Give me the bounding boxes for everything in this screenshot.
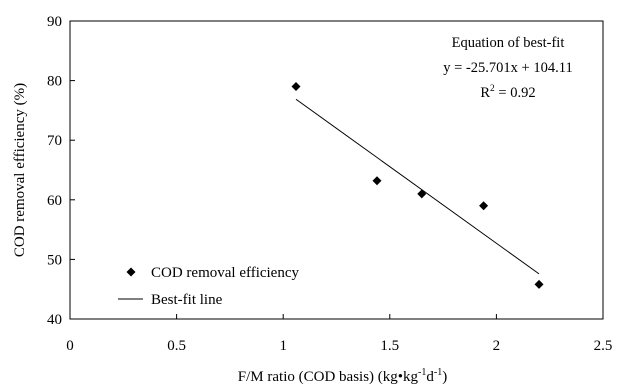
- y-tick-label: 80: [47, 74, 62, 90]
- r-squared-sup: 2: [490, 84, 495, 94]
- x-tick-label: 1: [279, 338, 287, 354]
- y-axis-ticks: 40 50 60 70 80 90: [47, 14, 75, 328]
- plot-frame-group: [69, 20, 604, 320]
- data-point: [291, 82, 301, 92]
- data-point: [417, 189, 427, 199]
- x-tick-label: 2: [493, 338, 501, 354]
- annotation-title: Equation of best-fit: [452, 35, 565, 51]
- x-tick-label: 0.5: [167, 338, 186, 354]
- data-point: [534, 279, 544, 289]
- y-tick-label: 70: [47, 133, 62, 149]
- y-axis-label: COD removal efficiency (%): [12, 83, 28, 257]
- r-squared-prefix: R: [480, 85, 490, 101]
- x-tick-label: 0: [66, 338, 74, 354]
- y-tick-label: 60: [47, 193, 62, 209]
- data-point: [479, 201, 489, 211]
- x-axis-ticks: 0 0.5 1 1.5 2 2.5: [66, 314, 612, 354]
- data-point: [372, 176, 382, 186]
- annotation-r-squared: R2 = 0.92: [480, 84, 535, 101]
- legend: COD removal efficiency Best-fit line: [118, 265, 300, 308]
- x-axis-label-mid: d: [426, 369, 434, 385]
- plot-frame: [69, 20, 604, 320]
- data-points-group: [291, 82, 544, 289]
- y-tick-label: 90: [47, 14, 62, 30]
- x-axis-label-sup2: -1: [434, 367, 442, 378]
- x-tick-label: 1.5: [380, 338, 399, 354]
- legend-diamond-marker: [126, 267, 136, 277]
- x-tick-label: 2.5: [594, 338, 613, 354]
- annotation-equation: y = -25.701x + 104.11: [443, 60, 572, 76]
- equation-annotation: Equation of best-fit y = -25.701x + 104.…: [443, 35, 572, 101]
- legend-label-points: COD removal efficiency: [151, 265, 300, 281]
- x-axis-label: F/M ratio (COD basis) (kg•kg-1d-1): [238, 367, 447, 385]
- x-axis-label-main: F/M ratio (COD basis) (kg•kg: [238, 369, 419, 385]
- x-axis-label-end: ): [442, 369, 447, 385]
- y-tick-label: 40: [47, 312, 62, 328]
- best-fit-line-group: [295, 98, 540, 275]
- best-fit-line: [295, 98, 540, 275]
- legend-label-line: Best-fit line: [151, 292, 223, 308]
- y-tick-label: 50: [47, 252, 62, 268]
- r-squared-suffix: = 0.92: [495, 85, 536, 101]
- x-axis-label-sup1: -1: [418, 367, 426, 378]
